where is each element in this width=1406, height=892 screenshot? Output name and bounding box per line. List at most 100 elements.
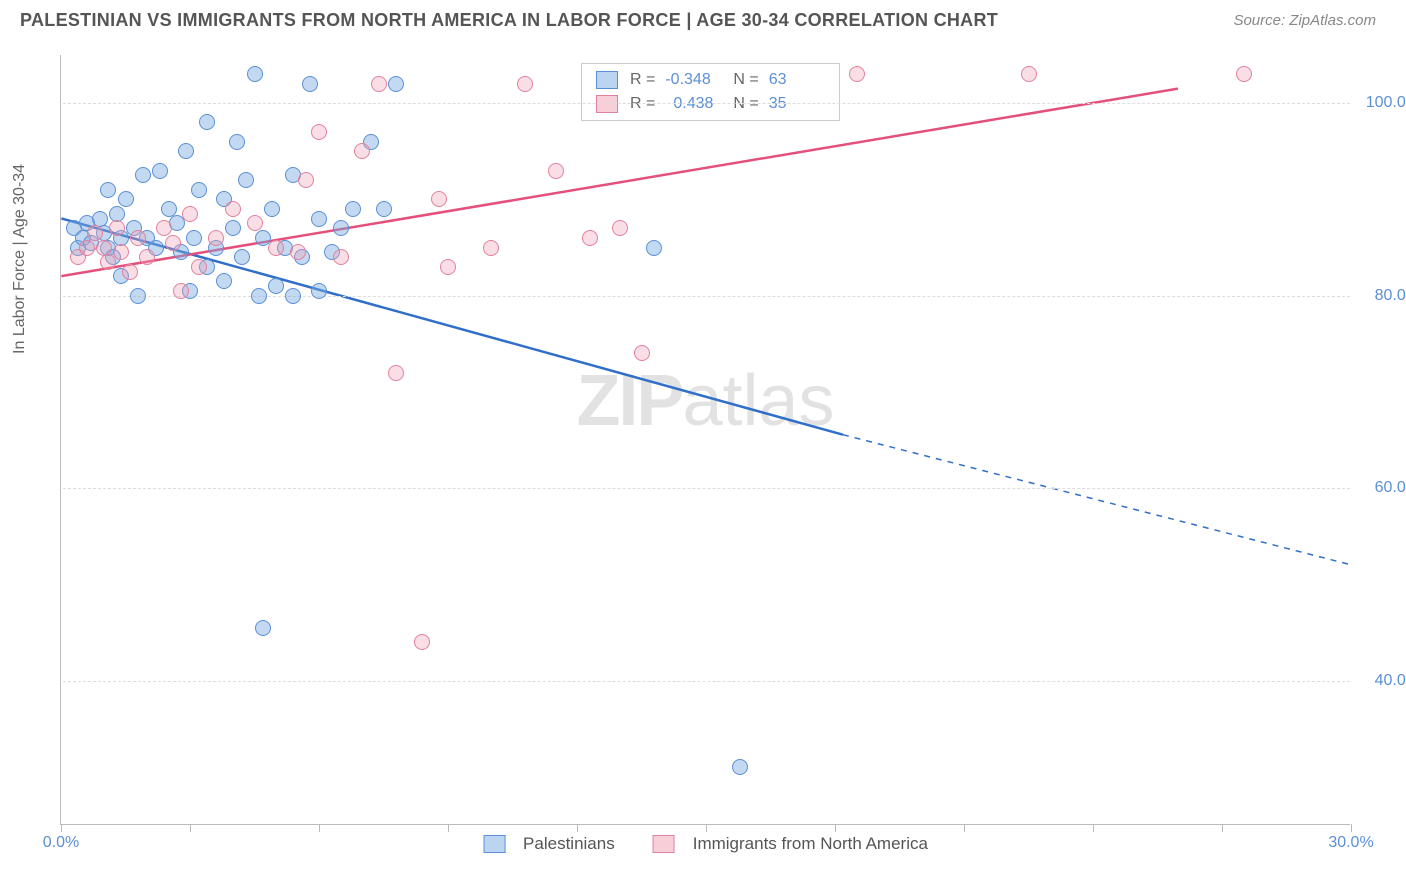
x-tick — [706, 824, 707, 832]
data-point — [311, 124, 327, 140]
data-point — [333, 220, 349, 236]
data-point — [173, 283, 189, 299]
data-point — [264, 201, 280, 217]
x-tick — [319, 824, 320, 832]
trend-lines — [61, 55, 1350, 824]
plot-area: ZIPatlas R = -0.348 N = 63 R = 0.438 N =… — [60, 55, 1350, 825]
data-point — [290, 244, 306, 260]
correlation-legend: R = -0.348 N = 63 R = 0.438 N = 35 — [581, 63, 840, 121]
data-point — [302, 76, 318, 92]
grid-line-h — [63, 488, 1350, 489]
data-point — [87, 225, 103, 241]
data-point — [234, 249, 250, 265]
x-tick — [1351, 824, 1352, 832]
data-point — [156, 220, 172, 236]
data-point — [79, 240, 95, 256]
y-tick-label: 100.0% — [1366, 94, 1406, 112]
data-point — [371, 76, 387, 92]
data-point — [178, 143, 194, 159]
data-point — [113, 244, 129, 260]
data-point — [517, 76, 533, 92]
data-point — [191, 182, 207, 198]
data-point — [165, 235, 181, 251]
y-tick-label: 40.0% — [1375, 672, 1406, 690]
data-point — [122, 264, 138, 280]
data-point — [161, 201, 177, 217]
data-point — [1236, 66, 1252, 82]
data-point — [849, 66, 865, 82]
data-point — [255, 620, 271, 636]
data-point — [199, 114, 215, 130]
grid-line-h — [63, 103, 1350, 104]
x-tick — [190, 824, 191, 832]
legend-row-blue: R = -0.348 N = 63 — [596, 68, 825, 92]
swatch-pink — [653, 835, 675, 853]
data-point — [311, 211, 327, 227]
x-tick — [448, 824, 449, 832]
data-point — [182, 206, 198, 222]
data-point — [1021, 66, 1037, 82]
legend-label-blue: Palestinians — [523, 834, 615, 854]
series-legend: Palestinians Immigrants from North Ameri… — [483, 834, 928, 854]
x-tick — [1093, 824, 1094, 832]
data-point — [186, 230, 202, 246]
n-value-blue: 63 — [769, 71, 825, 89]
data-point — [483, 240, 499, 256]
x-tick — [61, 824, 62, 832]
y-axis-title: In Labor Force | Age 30-34 — [11, 164, 29, 354]
r-label: R = — [630, 71, 655, 89]
data-point — [268, 278, 284, 294]
data-point — [100, 182, 116, 198]
data-point — [238, 172, 254, 188]
data-point — [229, 134, 245, 150]
chart-title: PALESTINIAN VS IMMIGRANTS FROM NORTH AME… — [20, 10, 998, 31]
data-point — [247, 66, 263, 82]
data-point — [225, 220, 241, 236]
x-tick — [577, 824, 578, 832]
data-point — [118, 191, 134, 207]
x-tick-label: 0.0% — [43, 834, 79, 852]
data-point — [354, 143, 370, 159]
data-point — [268, 240, 284, 256]
r-value-blue: -0.348 — [665, 71, 721, 89]
data-point — [431, 191, 447, 207]
n-label: N = — [733, 71, 758, 89]
x-tick — [835, 824, 836, 832]
swatch-blue — [483, 835, 505, 853]
data-point — [191, 259, 207, 275]
data-point — [388, 365, 404, 381]
data-point — [130, 230, 146, 246]
data-point — [548, 163, 564, 179]
scatter-chart: In Labor Force | Age 30-34 ZIPatlas R = … — [50, 45, 1380, 835]
data-point — [388, 76, 404, 92]
chart-header: PALESTINIAN VS IMMIGRANTS FROM NORTH AME… — [0, 0, 1406, 36]
data-point — [225, 201, 241, 217]
grid-line-h — [63, 681, 1350, 682]
data-point — [646, 240, 662, 256]
data-point — [634, 345, 650, 361]
x-tick — [964, 824, 965, 832]
data-point — [216, 273, 232, 289]
data-point — [732, 759, 748, 775]
legend-label-pink: Immigrants from North America — [693, 834, 928, 854]
data-point — [298, 172, 314, 188]
watermark: ZIPatlas — [576, 360, 834, 442]
x-tick — [1222, 824, 1223, 832]
data-point — [251, 288, 267, 304]
data-point — [109, 220, 125, 236]
data-point — [130, 288, 146, 304]
data-point — [582, 230, 598, 246]
y-tick-label: 60.0% — [1375, 479, 1406, 497]
data-point — [139, 249, 155, 265]
data-point — [333, 249, 349, 265]
swatch-blue — [596, 71, 618, 89]
data-point — [285, 288, 301, 304]
data-point — [152, 163, 168, 179]
x-tick-label: 30.0% — [1328, 834, 1373, 852]
data-point — [247, 215, 263, 231]
data-point — [376, 201, 392, 217]
chart-source: Source: ZipAtlas.com — [1233, 12, 1376, 29]
data-point — [414, 634, 430, 650]
data-point — [311, 283, 327, 299]
y-tick-label: 80.0% — [1375, 287, 1406, 305]
